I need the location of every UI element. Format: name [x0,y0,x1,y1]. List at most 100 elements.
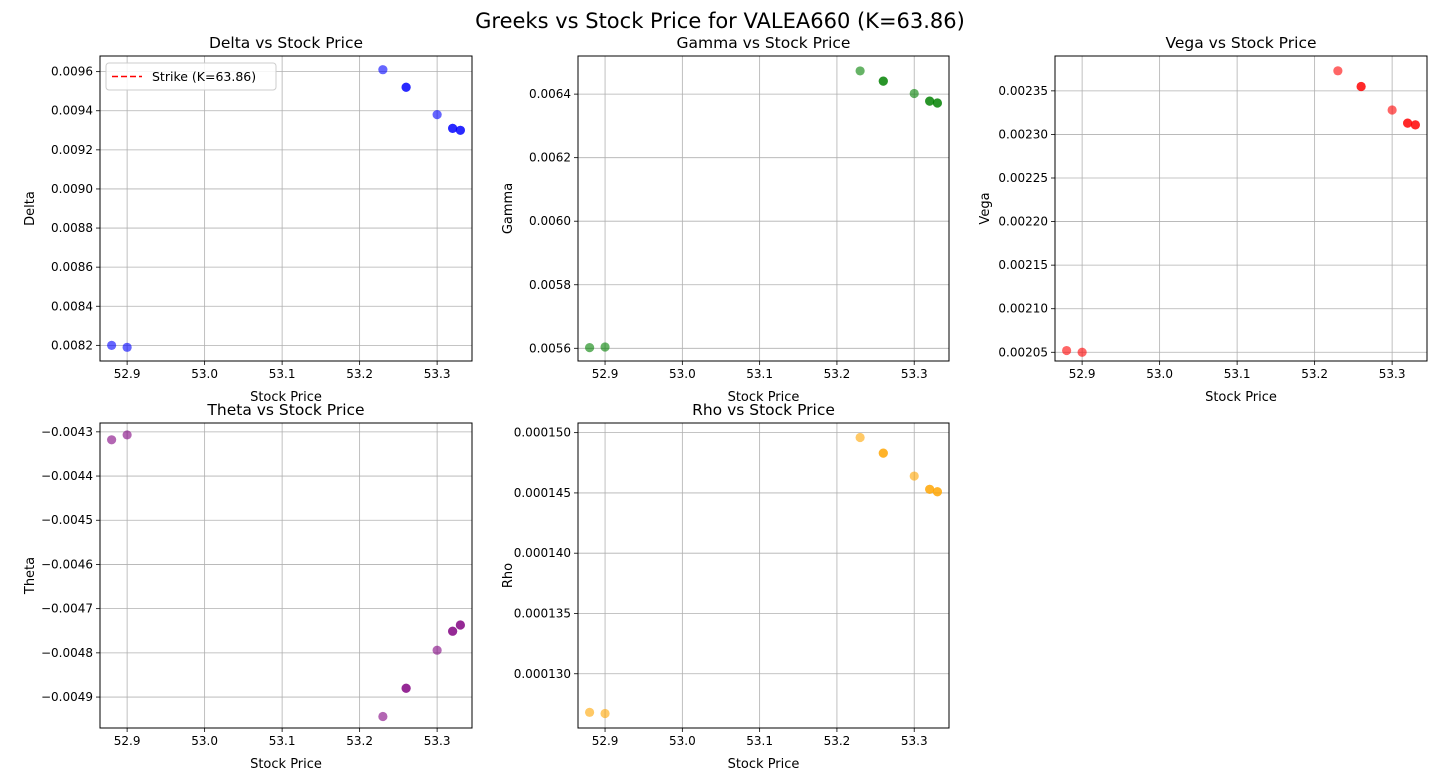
x-tick-label: 53.3 [1379,367,1406,381]
data-point [855,432,865,443]
y-tick-label: 0.00210 [998,302,1048,316]
data-point [878,448,888,458]
data-point [378,711,388,722]
data-point [448,123,458,133]
x-tick-label: 52.9 [592,367,619,381]
data-point [448,626,458,636]
data-point [909,471,919,481]
data-point [855,66,865,76]
y-axis-label: Gamma [501,183,516,234]
y-tick-label: −0.0048 [41,646,93,660]
data-point [1387,105,1397,115]
y-tick-label: 0.0088 [51,221,93,235]
data-point [122,342,132,352]
x-tick-label: 53.1 [1224,367,1251,381]
data-point [600,708,610,719]
x-tick-label: 53.1 [746,734,773,748]
y-tick-label: −0.0046 [41,557,93,571]
data-point [932,98,943,108]
y-tick-label: 0.0084 [51,299,93,313]
plot-frame [577,422,950,729]
y-tick-label: 0.0090 [51,182,93,196]
y-axis-label: Theta [23,557,38,595]
y-tick-label: 0.0094 [51,104,93,118]
y-tick-label: 0.000150 [514,426,571,440]
x-tick-label: 53.2 [1301,367,1328,381]
x-tick-label: 53.2 [346,734,373,748]
x-tick-label: 53.3 [901,734,928,748]
figure-title: Greeks vs Stock Price for VALEA660 (K=63… [475,9,965,33]
data-point [122,430,132,440]
x-tick-label: 53.0 [669,367,696,381]
x-tick-label: 53.2 [824,367,851,381]
x-tick-label: 53.2 [824,734,851,748]
x-tick-label: 53.1 [269,734,296,748]
x-tick-label: 53.0 [669,734,696,748]
plot-frame [99,55,473,362]
y-tick-label: −0.0045 [41,513,93,527]
y-tick-label: 0.00230 [998,127,1048,141]
data-point [401,82,411,92]
y-tick-label: −0.0044 [41,469,93,483]
data-point [584,707,595,717]
y-tick-label: 0.00220 [998,215,1048,229]
y-tick-label: 0.0096 [51,65,93,79]
subplot-delta: 52.9 53.0 53.1 53.2 53.3 0.0082 0.0084 0.0086 0.… [23,34,473,405]
y-tick-label: 0.00225 [998,171,1048,185]
plot-frame [577,55,950,362]
data-point [932,487,943,497]
y-tick-label: 0.00215 [998,258,1048,272]
data-point [909,88,919,99]
subplot-title: Delta vs Stock Price [209,34,363,52]
y-tick-label: 0.000130 [514,667,571,681]
data-point [1333,66,1343,76]
data-point [401,683,411,693]
x-axis-label: Stock Price [250,390,322,405]
y-tick-label: 0.0064 [529,87,571,101]
subplot-gamma: 52.9 53.0 53.1 53.2 53.3 0.0056 0.0058 0.0060 0.… [501,34,950,405]
y-axis-label: Delta [23,191,38,226]
x-tick-label: 53.0 [191,734,218,748]
subplot-title: Theta vs Stock Price [206,401,364,419]
x-tick-label: 53.0 [1146,367,1173,381]
data-point [1062,345,1072,356]
y-tick-label: 0.0082 [51,338,93,352]
plot-frame [99,422,473,729]
y-tick-label: 0.000135 [514,606,571,620]
y-tick-label: 0.000140 [514,546,571,560]
y-tick-label: 0.00235 [998,84,1048,98]
x-tick-label: 52.9 [114,734,141,748]
data-point [584,343,595,353]
x-axis-label: Stock Price [728,390,800,405]
data-point [925,484,935,494]
data-point [1356,81,1366,92]
y-axis-label: Rho [501,563,516,588]
x-tick-label: 52.9 [1069,367,1096,381]
subplot-title: Vega vs Stock Price [1165,34,1316,52]
y-tick-label: −0.0047 [41,602,93,616]
y-tick-label: 0.0058 [529,278,571,292]
y-tick-label: −0.0043 [41,425,93,439]
y-axis-label: Vega [978,192,993,224]
data-point [600,342,610,352]
data-point [432,110,442,120]
y-tick-label: 0.0086 [51,260,93,274]
legend-label: Strike (K=63.86) [152,69,256,84]
legend: Strike (K=63.86) [105,62,277,91]
x-tick-label: 53.3 [424,367,451,381]
data-point [878,76,888,86]
data-point [378,65,388,75]
data-point [107,340,117,350]
y-tick-label: 0.0060 [529,214,571,228]
y-tick-label: 0.0092 [51,143,93,157]
y-tick-label: 0.000145 [514,486,571,500]
subplot-theta: 52.9 53.0 53.1 53.2 53.3 −0.0043 −0.0044 −0.004… [23,401,473,772]
legend-box [105,62,277,91]
x-tick-label: 53.2 [346,367,373,381]
x-tick-label: 53.3 [901,367,928,381]
x-tick-label: 52.9 [114,367,141,381]
subplot-title: Gamma vs Stock Price [677,34,851,52]
y-tick-label: −0.0049 [41,690,93,704]
data-point [1403,118,1413,128]
